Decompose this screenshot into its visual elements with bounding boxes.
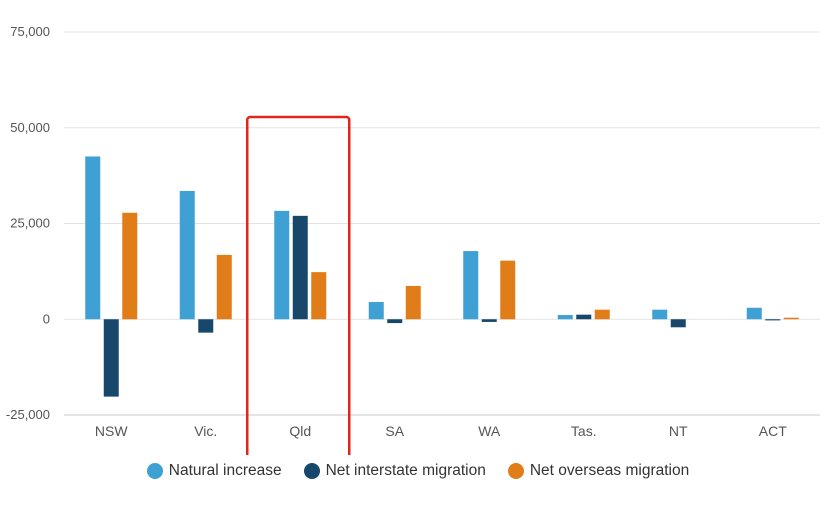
x-tick-label: Tas. xyxy=(571,423,597,439)
bar-natural-increase-nt[interactable] xyxy=(652,309,668,320)
bar-net-interstate-migration-vic[interactable] xyxy=(198,319,214,333)
legend-label-net-interstate-migration: Net interstate migration xyxy=(325,462,486,479)
bar-net-overseas-migration-tas[interactable] xyxy=(594,309,610,320)
legend-label-net-overseas-migration: Net overseas migration xyxy=(529,462,690,479)
bar-net-overseas-migration-qld[interactable] xyxy=(311,272,327,320)
x-tick-label: Vic. xyxy=(194,423,217,439)
bar-net-interstate-migration-qld[interactable] xyxy=(292,215,308,320)
bar-net-interstate-migration-sa[interactable] xyxy=(387,319,403,324)
y-tick-label: 0 xyxy=(43,311,50,326)
legend-swatch-net-overseas-migration xyxy=(507,463,524,479)
bar-net-overseas-migration-nsw[interactable] xyxy=(122,212,138,320)
legend-item-natural-increase[interactable]: Natural increase xyxy=(146,462,282,480)
y-tick-label: 75,000 xyxy=(10,24,50,39)
bar-net-interstate-migration-wa[interactable] xyxy=(481,319,497,322)
y-tick-label: 25,000 xyxy=(10,216,50,231)
bar-net-overseas-migration-sa[interactable] xyxy=(405,285,421,320)
legend-swatch-net-interstate-migration xyxy=(303,463,320,479)
legend-label-natural-increase: Natural increase xyxy=(168,462,282,479)
bar-net-overseas-migration-vic[interactable] xyxy=(216,254,232,320)
bar-natural-increase-vic[interactable] xyxy=(179,190,195,320)
bar-natural-increase-wa[interactable] xyxy=(463,251,479,320)
bar-net-interstate-migration-tas[interactable] xyxy=(576,314,592,320)
bar-net-interstate-migration-act[interactable] xyxy=(765,319,781,321)
bar-net-overseas-migration-wa[interactable] xyxy=(500,260,516,320)
x-tick-label: NSW xyxy=(95,423,128,439)
bar-natural-increase-qld[interactable] xyxy=(274,210,290,320)
bar-natural-increase-tas[interactable] xyxy=(557,315,573,320)
x-tick-label: SA xyxy=(385,423,404,439)
legend-item-net-overseas-migration[interactable]: Net overseas migration xyxy=(507,462,690,480)
x-tick-label: NT xyxy=(669,423,688,439)
bar-net-overseas-migration-act[interactable] xyxy=(783,317,799,320)
bar-natural-increase-sa[interactable] xyxy=(368,302,384,320)
legend-item-net-interstate-migration[interactable]: Net interstate migration xyxy=(303,462,486,480)
legend-swatch-natural-increase xyxy=(146,463,163,479)
y-tick-label: 50,000 xyxy=(10,120,50,135)
x-tick-label: Qld xyxy=(289,423,311,439)
bar-net-interstate-migration-nsw[interactable] xyxy=(103,319,119,397)
x-tick-label: ACT xyxy=(759,423,787,439)
x-tick-label: WA xyxy=(478,423,501,439)
bar-natural-increase-nsw[interactable] xyxy=(85,156,101,320)
chart-legend: Natural increase Net interstate migratio… xyxy=(0,462,836,480)
bar-natural-increase-act[interactable] xyxy=(746,307,762,320)
y-tick-label: -25,000 xyxy=(6,407,50,422)
chart-plot: -25,000 0 25,000 50,000 75,000 NSW Vic. Qld SA WA… xyxy=(6,24,820,461)
bar-net-interstate-migration-nt[interactable] xyxy=(670,319,686,328)
